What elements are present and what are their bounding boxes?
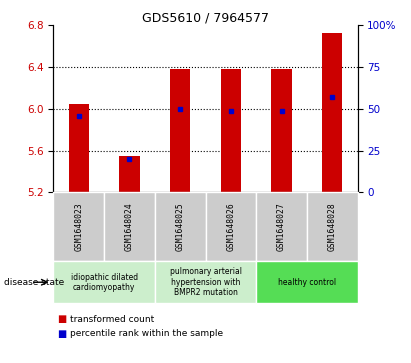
Bar [119,156,140,192]
Text: ■: ■ [58,329,67,339]
Text: idiopathic dilated
cardiomyopathy: idiopathic dilated cardiomyopathy [71,273,138,292]
Bar [69,104,89,192]
Text: percentile rank within the sample: percentile rank within the sample [70,330,223,338]
Bar [53,192,104,261]
Text: ■: ■ [58,314,67,325]
Bar [206,192,256,261]
Text: pulmonary arterial
hypertension with
BMPR2 mutation: pulmonary arterial hypertension with BMP… [169,267,242,297]
Text: GSM1648028: GSM1648028 [328,203,337,251]
Bar [104,192,155,261]
Bar [256,192,307,261]
Text: GSM1648024: GSM1648024 [125,203,134,251]
Bar [271,69,292,192]
Text: disease state: disease state [4,278,65,287]
Bar [221,69,241,192]
Bar [170,69,190,192]
Bar [53,261,155,303]
Text: GSM1648025: GSM1648025 [175,203,185,251]
Bar [256,261,358,303]
Text: GSM1648026: GSM1648026 [226,203,236,251]
Title: GDS5610 / 7964577: GDS5610 / 7964577 [142,11,269,24]
Bar [155,261,256,303]
Bar [307,192,358,261]
Bar [155,192,206,261]
Bar [322,33,342,192]
Text: GSM1648023: GSM1648023 [74,203,83,251]
Text: healthy control: healthy control [278,278,336,287]
Text: transformed count: transformed count [70,315,154,324]
Text: GSM1648027: GSM1648027 [277,203,286,251]
